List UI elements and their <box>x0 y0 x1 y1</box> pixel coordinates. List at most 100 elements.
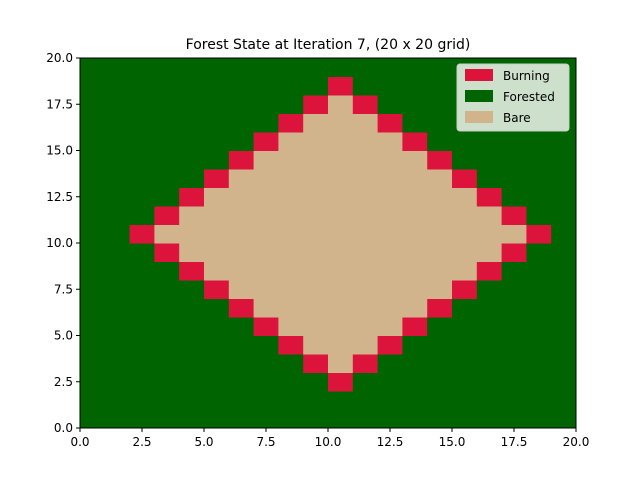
grid-cell-forested <box>129 298 155 318</box>
grid-cell-forested <box>452 391 478 410</box>
grid-cell-bare <box>328 317 354 336</box>
grid-cell-bare <box>377 132 403 151</box>
grid-cell-forested <box>501 150 527 170</box>
grid-cell-forested <box>129 206 155 225</box>
grid-cell-bare <box>278 317 304 336</box>
grid-cell-forested <box>427 391 453 410</box>
grid-cell-burning <box>352 95 379 114</box>
grid-cell-forested <box>80 409 106 429</box>
grid-cell-burning <box>526 224 552 244</box>
grid-cell-forested <box>179 150 205 170</box>
y-tick-label: 12.5 <box>46 190 73 204</box>
grid-cell-bare <box>352 261 379 281</box>
grid-cell-burning <box>352 354 379 373</box>
grid-cell-bare <box>402 187 428 207</box>
grid-cell-forested <box>427 95 453 114</box>
grid-cell-forested <box>476 280 503 299</box>
grid-cell-forested <box>278 391 304 410</box>
grid-cell-forested <box>253 391 279 410</box>
grid-cell-forested <box>526 298 552 318</box>
grid-cell-bare <box>253 298 279 318</box>
grid-cell-bare <box>377 224 403 244</box>
grid-cell-burning <box>154 243 180 262</box>
grid-cell-forested <box>402 354 428 373</box>
grid-cell-bare <box>303 335 329 355</box>
grid-cell-forested <box>501 335 527 355</box>
grid-cell-bare <box>377 280 403 299</box>
grid-cell-bare <box>253 280 279 299</box>
grid-cell-forested <box>303 391 329 410</box>
grid-cell-forested <box>551 150 577 170</box>
grid-cell-bare <box>253 206 279 225</box>
grid-cell-forested <box>104 58 131 77</box>
grid-cell-forested <box>154 372 180 392</box>
grid-cell-forested <box>476 409 503 429</box>
grid-cell-forested <box>104 409 131 429</box>
grid-cell-forested <box>501 391 527 410</box>
grid-cell-bare <box>427 169 453 188</box>
grid-cell-forested <box>377 354 403 373</box>
grid-cell-forested <box>253 58 279 77</box>
grid-cell-forested <box>452 317 478 336</box>
legend-swatch-burning <box>465 69 493 81</box>
grid-cell-bare <box>278 243 304 262</box>
grid-cell-burning <box>328 76 354 96</box>
grid-cell-forested <box>452 132 478 151</box>
grid-cell-bare <box>352 298 379 318</box>
grid-cell-bare <box>328 354 354 373</box>
grid-cell-forested <box>476 298 503 318</box>
grid-cell-bare <box>228 261 255 281</box>
grid-cell-forested <box>228 132 255 151</box>
grid-cell-forested <box>129 261 155 281</box>
grid-cell-bare <box>427 261 453 281</box>
grid-cell-forested <box>129 317 155 336</box>
grid-cell-forested <box>253 409 279 429</box>
grid-cell-forested <box>228 95 255 114</box>
grid-cell-bare <box>377 169 403 188</box>
grid-cell-forested <box>80 113 106 133</box>
grid-cell-bare <box>303 317 329 336</box>
grid-cell-forested <box>80 298 106 318</box>
grid-cell-forested <box>551 391 577 410</box>
grid-cell-forested <box>278 76 304 96</box>
grid-cell-forested <box>179 113 205 133</box>
grid-cell-forested <box>526 187 552 207</box>
grid-cell-forested <box>551 298 577 318</box>
grid-cell-bare <box>377 317 403 336</box>
grid-cell-forested <box>129 76 155 96</box>
legend: Burning Forested Bare <box>456 63 570 132</box>
grid-cell-forested <box>154 354 180 373</box>
grid-cell-bare <box>253 224 279 244</box>
grid-cell-burning <box>377 335 403 355</box>
grid-cell-forested <box>452 150 478 170</box>
grid-cell-bare <box>253 261 279 281</box>
grid-cell-bare <box>377 187 403 207</box>
grid-cell-bare <box>427 187 453 207</box>
grid-cell-bare <box>352 224 379 244</box>
grid-cell-forested <box>501 317 527 336</box>
grid-cell-bare <box>278 150 304 170</box>
grid-cell-forested <box>228 335 255 355</box>
grid-cell-bare <box>476 206 503 225</box>
grid-cell-forested <box>551 169 577 188</box>
x-tick-label: 2.5 <box>132 435 151 449</box>
grid-cell-forested <box>154 261 180 281</box>
grid-cell-forested <box>204 58 230 77</box>
grid-cell-bare <box>253 150 279 170</box>
grid-cell-forested <box>179 317 205 336</box>
grid-cell-forested <box>154 317 180 336</box>
grid-cell-burning <box>452 169 478 188</box>
grid-cell-forested <box>154 335 180 355</box>
grid-cell-forested <box>303 372 329 392</box>
grid-cell-forested <box>154 298 180 318</box>
grid-cell-forested <box>402 113 428 133</box>
grid-cell-forested <box>104 150 131 170</box>
grid-cells <box>80 58 577 429</box>
grid-cell-bare <box>352 113 379 133</box>
grid-cell-forested <box>501 169 527 188</box>
grid-cell-bare <box>154 224 180 244</box>
grid-cell-forested <box>179 354 205 373</box>
grid-cell-bare <box>352 243 379 262</box>
grid-cell-forested <box>129 95 155 114</box>
grid-cell-forested <box>204 95 230 114</box>
